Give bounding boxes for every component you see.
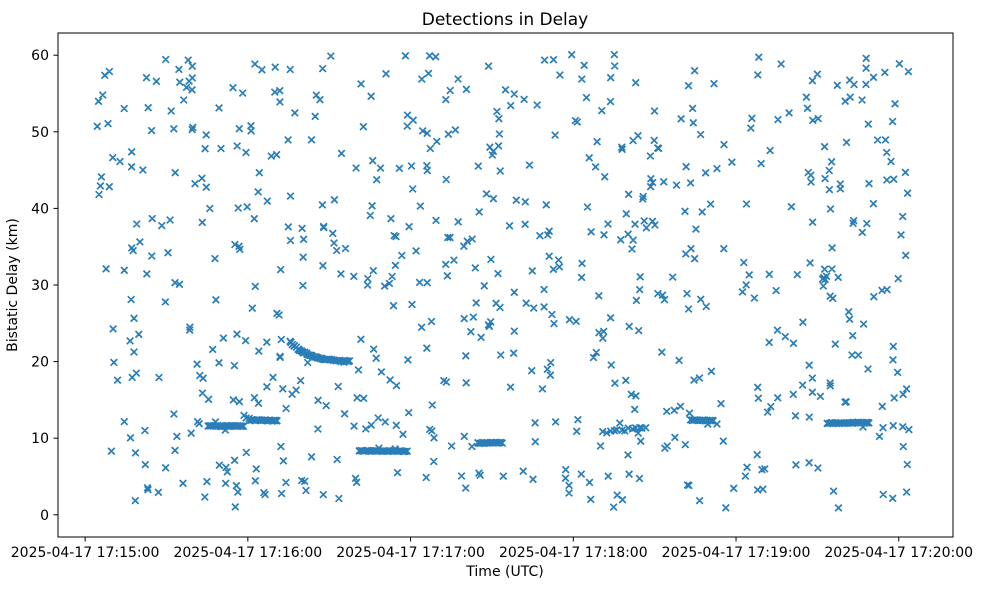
x-tick-label: 2025-04-17 17:16:00 — [173, 545, 322, 561]
y-tick-label: 60 — [31, 48, 49, 64]
y-axis-ticks: 0 10 20 30 40 50 60 — [31, 48, 58, 524]
y-tick-label: 0 — [40, 508, 49, 524]
y-tick-label: 50 — [31, 125, 49, 141]
x-tick-label: 2025-04-17 17:15:00 — [11, 545, 160, 561]
detection-markers — [93, 50, 913, 512]
y-tick-label: 20 — [31, 355, 49, 371]
x-tick-label: 2025-04-17 17:18:00 — [499, 545, 648, 561]
plot-area — [57, 32, 954, 538]
y-axis-label: Bistatic Delay (km) — [5, 218, 21, 352]
detection-x-markers — [93, 50, 913, 512]
y-tick-label: 40 — [31, 201, 49, 217]
x-tick-label: 2025-04-17 17:20:00 — [824, 545, 973, 561]
y-tick-label: 30 — [31, 278, 49, 294]
chart-title: Detections in Delay — [422, 10, 589, 30]
y-tick-label: 10 — [31, 431, 49, 447]
x-tick-label: 2025-04-17 17:17:00 — [336, 545, 485, 561]
x-axis-ticks: 2025-04-17 17:15:00 2025-04-17 17:16:00 20… — [11, 537, 973, 561]
x-tick-label: 2025-04-17 17:19:00 — [662, 545, 811, 561]
x-axis-label: Time (UTC) — [465, 564, 543, 580]
